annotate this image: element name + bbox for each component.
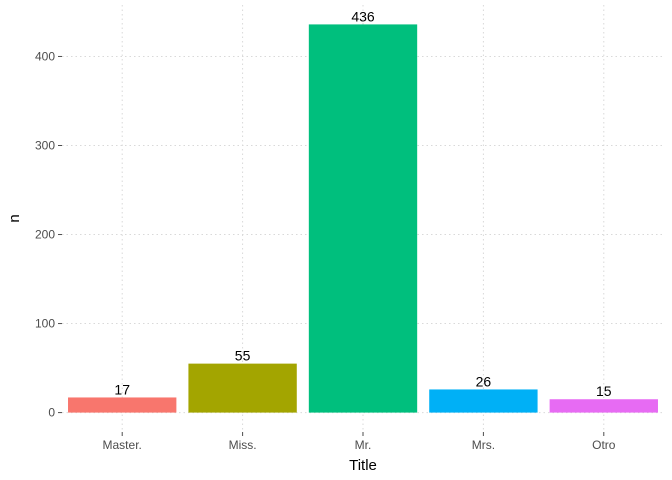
bar-miss	[188, 363, 297, 413]
data-label: 17	[114, 381, 130, 397]
bar-mr	[308, 24, 418, 413]
x-tick-label: Mr.	[355, 438, 372, 452]
x-tick-label: Otro	[592, 438, 616, 452]
bar-master	[68, 397, 177, 413]
x-axis: Master. Miss. Mr. Mrs. Otro	[103, 432, 616, 452]
x-axis-title: Title	[349, 457, 377, 474]
data-label: 26	[476, 373, 492, 389]
data-label: 436	[351, 8, 375, 24]
data-labels: 17 55 436 26 15	[114, 8, 611, 399]
bar-mrs	[429, 389, 538, 413]
y-tick-label: 400	[35, 49, 55, 63]
x-tick-label: Miss.	[229, 438, 257, 452]
bar-otro	[549, 399, 658, 413]
y-tick-label: 200	[35, 228, 55, 242]
y-axis-title: n	[6, 214, 23, 222]
y-tick-label: 300	[35, 138, 55, 152]
y-tick-label: 0	[48, 406, 55, 420]
x-tick-label: Master.	[103, 438, 142, 452]
bars	[68, 24, 658, 413]
x-tick-label: Mrs.	[472, 438, 495, 452]
y-tick-label: 100	[35, 317, 55, 331]
data-label: 55	[235, 348, 251, 364]
data-label: 15	[596, 383, 612, 399]
y-axis: 0 100 200 300 400	[35, 49, 62, 420]
